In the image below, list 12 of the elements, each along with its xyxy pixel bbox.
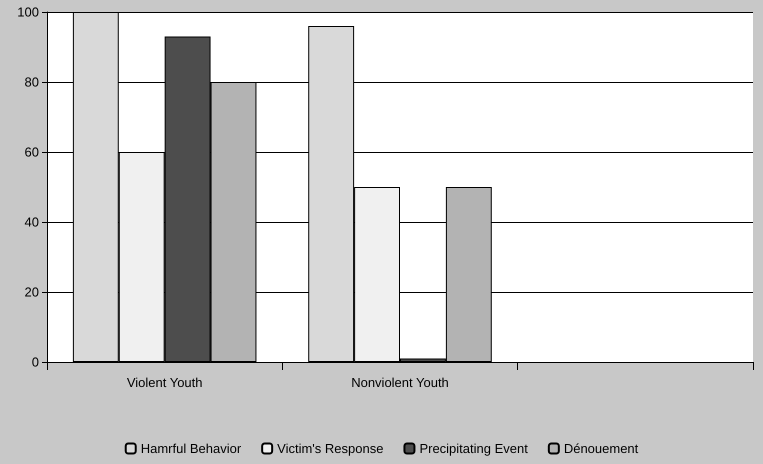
y-tick-label: 0 <box>32 354 39 370</box>
legend-label: Precipitating Event <box>419 441 528 456</box>
y-tick-label: 80 <box>24 74 39 90</box>
legend-label: Hamrful Behavior <box>140 441 242 456</box>
x-tick-label: Violent Youth <box>126 375 203 390</box>
y-tick-label: 60 <box>24 144 39 160</box>
legend-label: Dénouement <box>564 441 639 456</box>
x-tick-label: Nonviolent Youth <box>351 375 449 390</box>
y-tick-label: 40 <box>24 214 39 230</box>
y-tick-label: 100 <box>17 4 39 20</box>
legend-label: Victim's Response <box>277 441 384 456</box>
y-tick-label: 20 <box>24 284 39 300</box>
